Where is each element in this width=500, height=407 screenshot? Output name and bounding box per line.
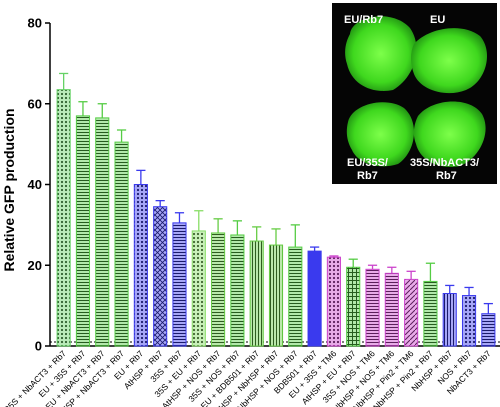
inset-label-eu-rb7: EU/Rb7 [344, 14, 383, 26]
bar-group [365, 264, 380, 347]
bar-pattern [327, 257, 341, 346]
bar-group [404, 270, 419, 347]
bar-pattern [134, 184, 148, 346]
bar-pattern [443, 293, 457, 346]
inset-label-rb7-left: Rb7 [357, 170, 378, 182]
inset-label-rb7-right: Rb7 [436, 170, 457, 182]
bar-group [423, 262, 438, 347]
bar-group [230, 220, 245, 347]
bar-pattern [211, 232, 225, 346]
leaf-bottom-left [346, 102, 415, 167]
y-tick-label: 80 [28, 16, 42, 31]
bar-pattern [230, 234, 244, 346]
leaf-top-right [411, 28, 488, 94]
bar-pattern [346, 267, 360, 346]
bar-pattern [57, 89, 71, 347]
bar-group [384, 266, 399, 347]
bar-group [268, 228, 284, 347]
bar [308, 251, 322, 346]
leaf-top-left [345, 16, 417, 91]
bar-pattern [385, 273, 399, 346]
bar-pattern [269, 245, 283, 346]
bar-group [211, 218, 226, 347]
bar-pattern [423, 281, 437, 346]
bar-group [191, 210, 206, 347]
bar-pattern [250, 241, 264, 346]
bar-group [442, 284, 457, 347]
y-tick-label: 20 [28, 258, 42, 273]
y-ticks: 0 20 40 60 80 [28, 16, 50, 354]
bar-group [153, 199, 168, 347]
bars [56, 72, 496, 347]
bar-pattern [95, 117, 109, 346]
bar-group [75, 101, 91, 347]
leaf-image-inset: EU/Rb7 EU EU/35S/ Rb7 35S/NbACT3/ Rb7 [332, 3, 497, 184]
inset-label-eu-35s: EU/35S/ [347, 157, 388, 169]
bar-group [249, 226, 264, 347]
y-axis-label: Relative GFP production [1, 108, 17, 271]
bar-group [326, 255, 341, 347]
bar-group [481, 302, 496, 347]
y-tick-label: 60 [28, 96, 42, 111]
bar-pattern [153, 206, 167, 346]
y-tick-label: 40 [28, 177, 42, 192]
bar-group [172, 212, 187, 347]
bar-pattern [288, 247, 302, 346]
bar-pattern [462, 295, 476, 346]
bar-pattern [192, 230, 206, 346]
bar-group [307, 246, 322, 347]
bar-group [346, 258, 361, 347]
leaf-bottom-right [413, 101, 486, 167]
bar-group [56, 72, 71, 347]
bar-group [133, 169, 148, 347]
bar-pattern [404, 279, 418, 346]
bar-group [114, 129, 129, 347]
bar-group [288, 224, 303, 347]
bar-pattern [115, 142, 129, 346]
bar-pattern [172, 222, 187, 346]
inset-label-eu: EU [430, 14, 445, 26]
bar-pattern [365, 269, 380, 346]
bar-group [95, 103, 110, 347]
bar-group [461, 286, 477, 347]
bar-pattern [481, 313, 495, 346]
bar-pattern [76, 115, 90, 346]
y-tick-label: 0 [35, 339, 42, 354]
inset-label-35s-nbact3: 35S/NbACT3/ [410, 157, 479, 169]
